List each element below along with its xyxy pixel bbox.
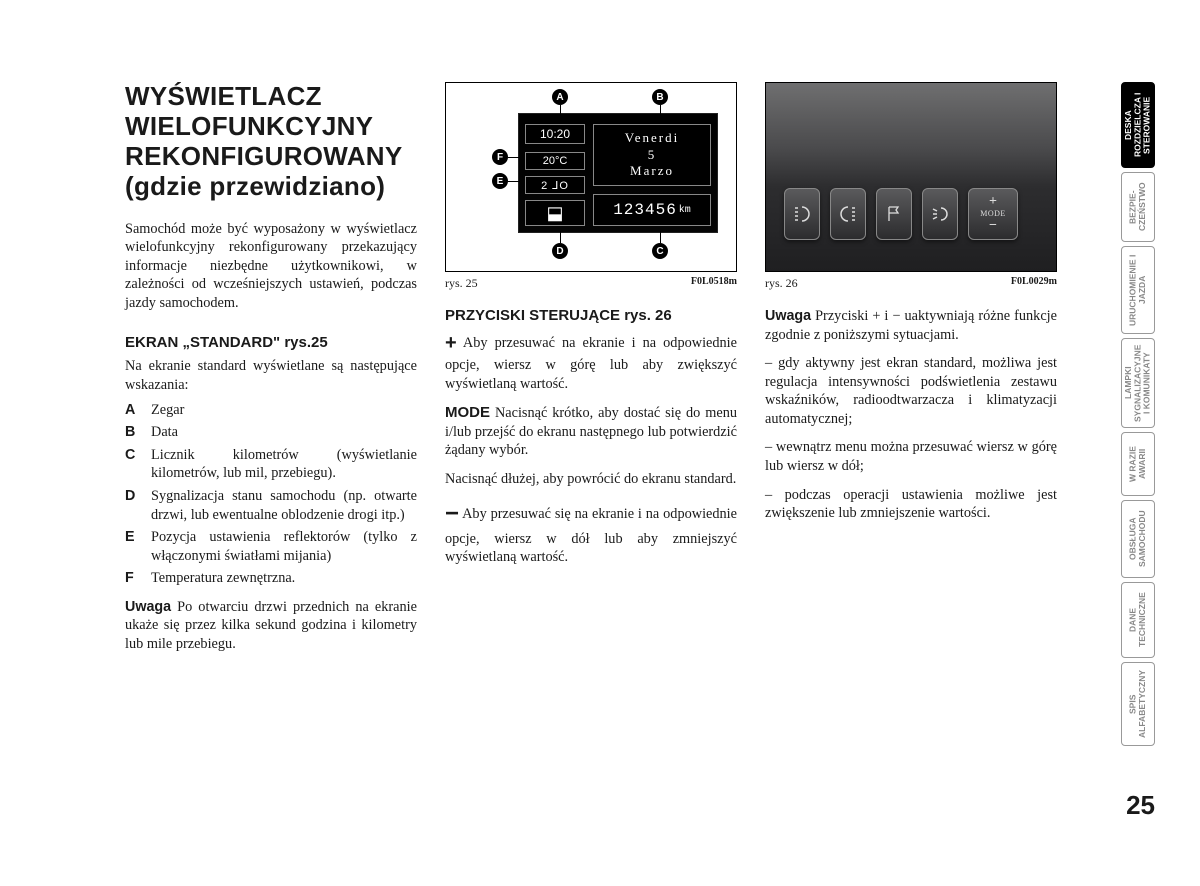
page-number: 25 [1126,790,1155,821]
def-item-d: D Sygnalizacja stanu samochodu (np. otwa… [125,487,417,524]
title-line: WYŚWIETLACZ [125,81,322,111]
callout-line [508,181,520,182]
bullet-3: – podczas operacji ustawienia możliwe je… [765,486,1057,523]
display-door-icon: ⬓ [525,200,585,226]
def-item-e: E Pozycja ustawienia reflektorów (tylko … [125,528,417,565]
plus-description: + Aby przesuwać na ekranie i na odpowied… [445,330,737,393]
title-line: WIELOFUNKCYJNY [125,111,373,141]
headlight-icon [922,188,958,240]
def-key: E [125,528,151,565]
bullet-2: – wewnątrz menu można przesuwać wiersz w… [765,438,1057,475]
flag-icon [876,188,912,240]
def-value: Sygnalizacja stanu samochodu (np. otwart… [151,487,417,524]
display-time: 10:20 [525,124,585,144]
callout-line [560,105,561,117]
odo-value: 123456 [613,201,677,219]
display-date: Venerdi 5 Marzo [593,124,711,186]
side-tab[interactable]: SPIS ALFABETYCZNY [1121,662,1155,746]
caption-right: F0L0029m [1011,276,1057,291]
def-value: Licznik kilometrów (wyświetlanie kilomet… [151,446,417,483]
def-value: Pozycja ustawienia reflektorów (tylko z … [151,528,417,565]
odo-unit: km [679,205,691,216]
callout-line [660,231,661,243]
callout-line [508,157,520,158]
display-mockup: 10:20 20°C 2 ⅃O ⬓ Venerdi 5 Marzo 123456… [518,113,718,233]
definition-list: A Zegar B Data C Licznik kilometrów (wyś… [125,401,417,588]
caption-left: rys. 26 [765,276,798,291]
def-item-c: C Licznik kilometrów (wyświetlanie kilom… [125,446,417,483]
note-label: Uwaga [125,599,171,615]
def-value: Zegar [151,401,417,420]
column-3: + MODE − rys. 26 F0L0029m Uwaga Przycisk… [765,82,1057,654]
def-key: C [125,446,151,483]
figure-25: 10:20 20°C 2 ⅃O ⬓ Venerdi 5 Marzo 123456… [445,82,737,272]
caption-right: F0L0518m [691,276,737,291]
mode-long-press: Nacisnąć dłużej, aby powrócić do ekranu … [445,470,737,489]
def-item-a: A Zegar [125,401,417,420]
control-buttons-heading: PRZYCISKI STERUJĄCE rys. 26 [445,307,737,324]
callout-d: D [552,243,568,259]
note-label: Uwaga [765,308,811,324]
column-1: WYŚWIETLACZ WIELOFUNKCYJNY REKONFIGUROWA… [125,82,417,654]
side-tab[interactable]: OBSŁUGA SAMOCHODU [1121,500,1155,578]
bullet-1: – gdy aktywny jest ekran standard, możli… [765,354,1057,428]
caption-left: rys. 25 [445,276,478,291]
button-row: + MODE − [784,188,1018,240]
title-line: (gdzie przewidziano) [125,171,385,201]
callout-e: E [492,173,508,189]
callout-b: B [652,89,668,105]
column1-note: Uwaga Po otwarciu drzwi przednich na ekr… [125,598,417,654]
display-temp: 20°C [525,152,585,170]
date-num: 5 [648,147,657,164]
page-title: WYŚWIETLACZ WIELOFUNKCYJNY REKONFIGUROWA… [125,82,417,202]
fog-rear-icon [830,188,866,240]
mode-label: MODE [445,404,490,421]
figure-26: + MODE − [765,82,1057,272]
def-key: B [125,423,151,442]
side-tab[interactable]: DESKA ROZDZIELCZA I STEROWANIE [1121,82,1155,168]
def-key: D [125,487,151,524]
def-value: Temperatura zewnętrzna. [151,569,417,588]
def-key: F [125,569,151,588]
mode-rocker-button: + MODE − [968,188,1018,240]
minus-description: − Aby przesuwać się na ekranie i na odpo… [445,498,737,566]
def-value: Data [151,423,417,442]
side-tab[interactable]: W RAZIE AWARII [1121,432,1155,496]
date-month: Marzo [630,163,674,180]
figure-25-caption: rys. 25 F0L0518m [445,276,737,291]
fog-front-icon [784,188,820,240]
def-item-f: F Temperatura zewnętrzna. [125,569,417,588]
date-day: Venerdi [625,130,679,147]
mode-description: MODE Nacisnąć krótko, aby dostać się do … [445,403,737,460]
minus-text: Aby przesuwać się na ekranie i na odpowi… [445,506,737,565]
minus-icon: − [445,500,459,527]
figure-26-background [766,83,1056,271]
side-tab[interactable]: BEZPIE- CZEŃSTWO [1121,172,1155,242]
columns: WYŚWIETLACZ WIELOFUNKCYJNY REKONFIGUROWA… [125,82,1057,654]
callout-a: A [552,89,568,105]
callout-line [660,105,661,117]
plus-text: Aby przesuwać na ekranie i na odpowiedni… [445,335,737,392]
side-tab[interactable]: DANE TECHNICZNE [1121,582,1155,658]
callout-line [560,231,561,243]
column3-note: Uwaga Przyciski + i − uaktywniają różne … [765,307,1057,344]
display-headlamp: 2 ⅃O [525,176,585,194]
page-content: WYŚWIETLACZ WIELOFUNKCYJNY REKONFIGUROWA… [125,82,1057,654]
intro-paragraph: Samochód może być wyposażony w wyświetla… [125,220,417,313]
def-item-b: B Data [125,423,417,442]
side-tabs: DESKA ROZDZIELCZA I STEROWANIE BEZPIE- CZ… [1121,82,1155,750]
plus-icon: + [445,332,457,354]
display-odometer: 123456km [593,194,711,226]
callout-f: F [492,149,508,165]
side-tab[interactable]: LAMPKI SYGNALIZACYJNE I KOMUNIKATY [1121,338,1155,428]
figure-26-caption: rys. 26 F0L0029m [765,276,1057,291]
side-tab[interactable]: URUCHOMIENIE I JAZDA [1121,246,1155,334]
title-line: REKONFIGUROWANY [125,141,403,171]
standard-screen-lead: Na ekranie standard wyświetlane są nastę… [125,357,417,394]
standard-screen-heading: EKRAN „STANDARD" rys.25 [125,334,417,351]
def-key: A [125,401,151,420]
callout-c: C [652,243,668,259]
column-2: 10:20 20°C 2 ⅃O ⬓ Venerdi 5 Marzo 123456… [445,82,737,654]
